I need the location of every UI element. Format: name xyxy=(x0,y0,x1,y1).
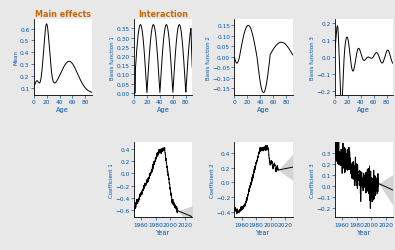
X-axis label: Year: Year xyxy=(357,229,371,235)
Title: Main effects: Main effects xyxy=(35,10,91,19)
Y-axis label: Coefficient 3: Coefficient 3 xyxy=(310,162,315,197)
X-axis label: Age: Age xyxy=(357,106,370,112)
Title: Interaction: Interaction xyxy=(138,10,188,19)
Y-axis label: Basis function 3: Basis function 3 xyxy=(310,36,315,80)
X-axis label: Year: Year xyxy=(256,229,271,235)
Y-axis label: Coefficient 1: Coefficient 1 xyxy=(109,162,114,197)
X-axis label: Year: Year xyxy=(156,229,170,235)
Y-axis label: Basis function 1: Basis function 1 xyxy=(110,36,115,80)
Y-axis label: Coefficient 2: Coefficient 2 xyxy=(209,162,214,197)
X-axis label: Age: Age xyxy=(257,106,270,112)
Y-axis label: Mean: Mean xyxy=(14,50,19,65)
X-axis label: Age: Age xyxy=(56,106,69,112)
X-axis label: Age: Age xyxy=(157,106,169,112)
Y-axis label: Basis function 2: Basis function 2 xyxy=(206,36,211,80)
